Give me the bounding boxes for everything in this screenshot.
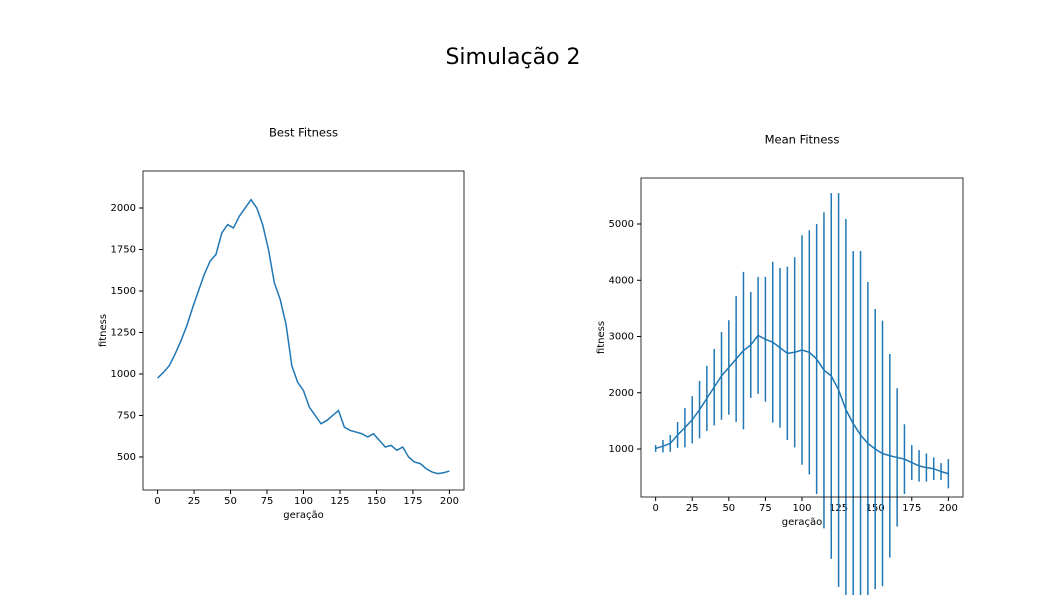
y-tick-label: 500 xyxy=(117,452,136,463)
y-tick-label: 3000 xyxy=(609,332,634,343)
data-line xyxy=(655,334,949,475)
y-tick-label: 1000 xyxy=(111,369,136,380)
plot-frame xyxy=(640,177,964,498)
y-tick-label: 4000 xyxy=(609,275,634,286)
x-tick-label: 100 xyxy=(792,503,811,514)
y-tick-label: 2000 xyxy=(111,203,136,214)
y-axis-label: fitness xyxy=(98,314,109,347)
x-tick-label: 50 xyxy=(722,503,735,514)
x-tick-label: 0 xyxy=(154,496,160,507)
x-tick-label: 200 xyxy=(939,503,958,514)
x-tick-label: 50 xyxy=(224,496,237,507)
x-axis-label: geração xyxy=(283,510,323,521)
x-tick-label: 175 xyxy=(403,496,422,507)
x-tick-label: 25 xyxy=(188,496,201,507)
x-tick-label: 125 xyxy=(330,496,349,507)
figure-title: Simulação 2 xyxy=(445,45,580,70)
x-tick-label: 175 xyxy=(902,503,921,514)
y-tick-label: 5000 xyxy=(609,219,634,230)
x-tick-label: 200 xyxy=(440,496,459,507)
data-line xyxy=(157,198,450,475)
x-tick-label: 100 xyxy=(294,496,313,507)
y-tick-label: 1250 xyxy=(111,327,136,338)
y-tick-label: 2000 xyxy=(609,388,634,399)
chart-title: Best Fitness xyxy=(269,126,338,140)
y-tick-label: 1750 xyxy=(111,245,136,256)
y-tick-label: 1000 xyxy=(609,444,634,455)
y-axis-label: fitness xyxy=(596,321,607,354)
x-tick-label: 75 xyxy=(261,496,274,507)
x-tick-label: 0 xyxy=(652,503,658,514)
x-axis-label: geração xyxy=(782,517,822,528)
y-tick-label: 1500 xyxy=(111,286,136,297)
plot-frame xyxy=(142,170,465,491)
x-tick-label: 150 xyxy=(367,496,386,507)
x-tick-label: 25 xyxy=(686,503,699,514)
chart-title: Mean Fitness xyxy=(765,133,840,147)
x-tick-label: 75 xyxy=(759,503,772,514)
y-tick-label: 750 xyxy=(117,410,136,421)
